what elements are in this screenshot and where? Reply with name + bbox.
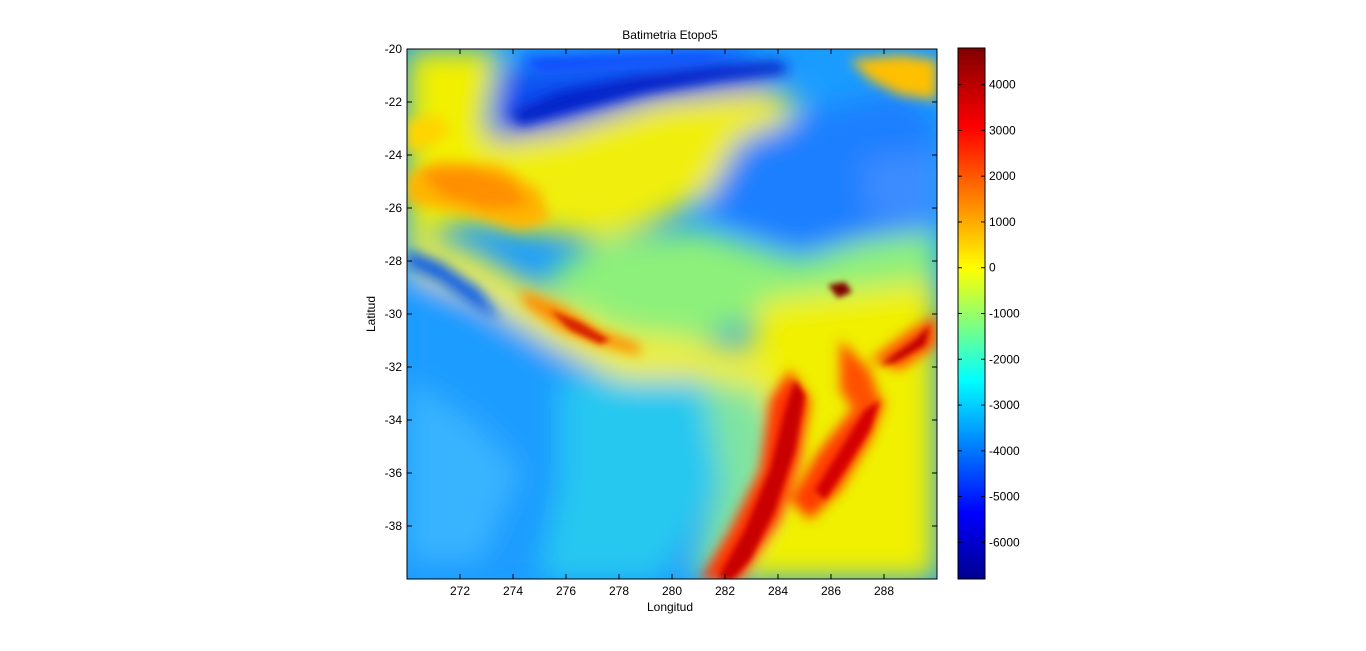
y-tick-label: -32 xyxy=(385,360,403,374)
colorbar-tick-label: 2000 xyxy=(989,169,1016,183)
x-tick-label: 284 xyxy=(768,584,788,598)
y-tick-label: -38 xyxy=(385,519,403,533)
y-tick-label: -24 xyxy=(385,148,403,162)
colorbar-tick-label: -2000 xyxy=(989,352,1020,366)
colorbar-tick-label: -5000 xyxy=(989,490,1020,504)
x-tick-label: 278 xyxy=(609,584,629,598)
colorbar-tick-label: -6000 xyxy=(989,535,1020,549)
y-tick-label: -34 xyxy=(385,413,403,427)
y-axis-label: Latitud xyxy=(364,296,378,332)
colorbar-tick-label: -3000 xyxy=(989,398,1020,412)
y-tick-label: -26 xyxy=(385,201,403,215)
colorbar-axis: 4000 3000 2000 1000 0 -1000 -2000 -3000 -4000 -50… xyxy=(958,78,1020,549)
x-axis: 272 274 276 278 280 282 284 286 288 xyxy=(450,49,894,598)
x-tick-label: 280 xyxy=(662,584,682,598)
x-tick-label: 282 xyxy=(715,584,735,598)
colorbar-tick-label: 0 xyxy=(989,261,996,275)
y-tick-label: -28 xyxy=(385,254,403,268)
x-tick-label: 288 xyxy=(874,584,894,598)
x-tick-label: 286 xyxy=(821,584,841,598)
x-tick-label: 276 xyxy=(556,584,576,598)
y-tick-label: -30 xyxy=(385,307,403,321)
colorbar-tick-label: -4000 xyxy=(989,444,1020,458)
x-tick-label: 274 xyxy=(503,584,523,598)
colorbar-tick-label: 3000 xyxy=(989,123,1016,137)
colorbar-tick-label: -1000 xyxy=(989,307,1020,321)
y-tick-label: -22 xyxy=(385,95,403,109)
colorbar-tick-label: 1000 xyxy=(989,215,1016,229)
heatmap xyxy=(407,49,937,579)
chart-title: Batimetria Etopo5 xyxy=(622,28,718,42)
colorbar xyxy=(957,47,986,580)
y-tick-label: -20 xyxy=(385,42,403,56)
colorbar-tick-label: 4000 xyxy=(989,78,1016,92)
x-axis-label: Longitud xyxy=(647,600,693,614)
y-axis: -20 -22 -24 -26 -28 -30 -32 -34 -36 -38 xyxy=(385,42,937,533)
x-tick-label: 272 xyxy=(450,584,470,598)
y-tick-label: -36 xyxy=(385,466,403,480)
